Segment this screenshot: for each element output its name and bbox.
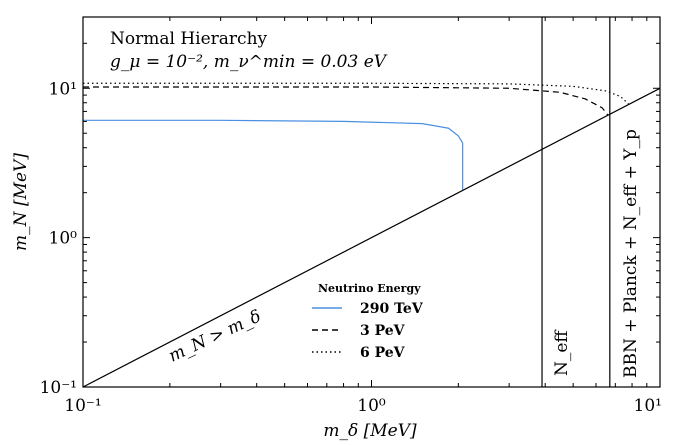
axis-tick-labels: 10⁻¹ 10⁰ 10¹ 10⁻¹ 10⁰ 10¹ [40,79,662,416]
plot-frame [82,16,661,388]
legend-title: Neutrino Energy [318,282,421,295]
y-axis-title: m_N [MeV] [11,153,31,251]
legend-label: 6 PeV [360,345,406,361]
x-tick-label: 10⁻¹ [64,396,101,416]
y-tick-label: 10⁻¹ [40,378,77,398]
legend-label: 3 PeV [360,323,406,339]
legend-label: 290 TeV [360,301,424,317]
y-tick-label: 10⁰ [49,229,78,249]
x-axis-title: m_δ [MeV] [323,421,417,441]
series-line-diagonal [83,87,660,387]
x-tick-label: 10⁰ [357,396,386,416]
chart-parameters: g_μ = 10⁻², m_ν^min = 0.03 eV [110,52,388,72]
series-line-3-pev [83,86,609,116]
x-tick-label: 10¹ [634,396,662,416]
y-tick-label: 10¹ [49,79,77,99]
series-line-290-tev [83,119,464,191]
bbn-label: BBN + Planck + N_eff + Y_p [621,129,641,378]
chart-title: Normal Hierarchy [110,29,268,49]
legend: Neutrino Energy 290 TeV 3 PeV 6 PeV [312,282,424,361]
series-layer [83,82,660,387]
neff-label: N_eff [552,329,572,376]
vertical-lines-layer [541,17,611,387]
legend-entries: 290 TeV 3 PeV 6 PeV [312,301,424,361]
series-line-6-pev [83,82,630,105]
